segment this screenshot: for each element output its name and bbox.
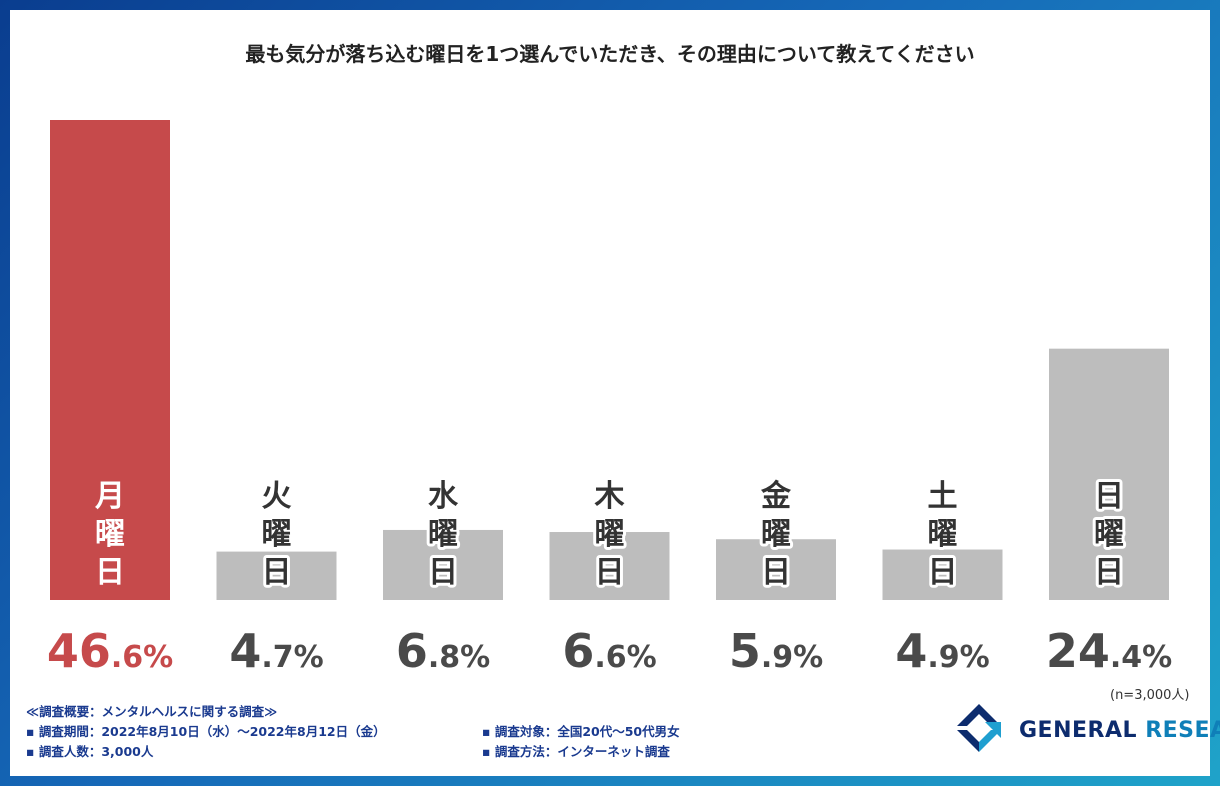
category-char: 土 xyxy=(928,479,958,514)
bar-3 xyxy=(383,529,503,600)
category-char: 日 xyxy=(1094,555,1124,590)
category-char: 金 xyxy=(760,479,792,514)
chart-title: 最も気分が落ち込む曜日を1つ選んでいただき、その理由について教えてください xyxy=(245,42,975,66)
category-char: 日 xyxy=(1094,479,1124,514)
category-char: 日 xyxy=(595,555,625,590)
survey-target: ▪ 調査対象：全国20代〜50代男女 xyxy=(482,724,680,739)
bar-7 xyxy=(1049,348,1169,600)
bar-6 xyxy=(882,549,1003,600)
value-label-3: 6.8% xyxy=(396,624,490,678)
survey-period: ▪ 調査期間：2022年8月10日（水）〜2022年8月12日（金） xyxy=(26,724,386,739)
bar-2 xyxy=(216,551,337,600)
category-char: 曜 xyxy=(262,517,292,552)
logo-wordmark: GENERAL RESEARCH xyxy=(1019,718,1220,743)
chart-panel xyxy=(10,10,1210,776)
category-char: 火 xyxy=(262,479,292,514)
value-label-2: 4.7% xyxy=(229,624,323,678)
survey-count: ▪ 調査人数：3,000人 xyxy=(26,744,154,759)
category-char: 日 xyxy=(262,555,292,590)
bar-5 xyxy=(716,539,836,600)
value-label-1: 46.6% xyxy=(47,624,173,678)
bar-4 xyxy=(549,532,670,600)
bar-category-label-4: 木曜日 xyxy=(591,476,628,593)
bar-category-label-2: 火曜日 xyxy=(259,476,295,593)
logo-word-research: RESEARCH xyxy=(1145,718,1220,743)
category-char: 日 xyxy=(928,555,958,590)
value-label-5: 5.9% xyxy=(729,624,823,678)
category-char: 日 xyxy=(428,555,458,590)
category-char: 曜 xyxy=(1094,517,1124,552)
bar-category-label-7: 日曜日 xyxy=(1091,476,1127,593)
value-label-6: 4.9% xyxy=(895,624,989,678)
category-char: 曜 xyxy=(928,517,958,552)
category-char: 月 xyxy=(95,479,125,514)
bar-category-label-1: 月曜日 xyxy=(95,479,125,590)
category-char: 曜 xyxy=(595,517,625,552)
category-char: 水 xyxy=(428,479,459,514)
sample-size-note: (n=3,000人) xyxy=(1110,688,1190,703)
category-char: 日 xyxy=(761,555,791,590)
category-char: 木 xyxy=(594,479,625,514)
category-char: 日 xyxy=(95,555,125,590)
bar-1 xyxy=(50,120,170,600)
company-logo: GENERAL RESEARCH xyxy=(955,702,1220,758)
survey-overview: ≪調査概要：メンタルヘルスに関する調査≫ ▪ 調査期間：2022年8月10日（水… xyxy=(26,702,386,762)
value-label-7: 24.4% xyxy=(1046,624,1172,678)
survey-overview-right: ▪ 調査対象：全国20代〜50代男女 ▪ 調査方法：インターネット調査 xyxy=(482,722,680,762)
category-char: 曜 xyxy=(428,517,458,552)
general-research-logo-icon xyxy=(957,704,1001,752)
survey-method: ▪ 調査方法：インターネット調査 xyxy=(482,744,670,759)
category-char: 曜 xyxy=(761,517,791,552)
survey-heading: ≪調査概要：メンタルヘルスに関する調査≫ xyxy=(26,704,278,719)
logo-word-general: GENERAL xyxy=(1019,718,1138,743)
value-label-4: 6.6% xyxy=(562,624,656,678)
bar-chart: 月曜日46.6%火曜日4.7%水曜日6.8%木曜日6.6%金曜日5.9%土曜日4… xyxy=(47,120,1172,678)
category-char: 曜 xyxy=(95,517,125,552)
bar-category-label-3: 水曜日 xyxy=(425,476,462,593)
bar-category-label-6: 土曜日 xyxy=(925,476,961,593)
bar-category-label-5: 金曜日 xyxy=(757,476,795,593)
